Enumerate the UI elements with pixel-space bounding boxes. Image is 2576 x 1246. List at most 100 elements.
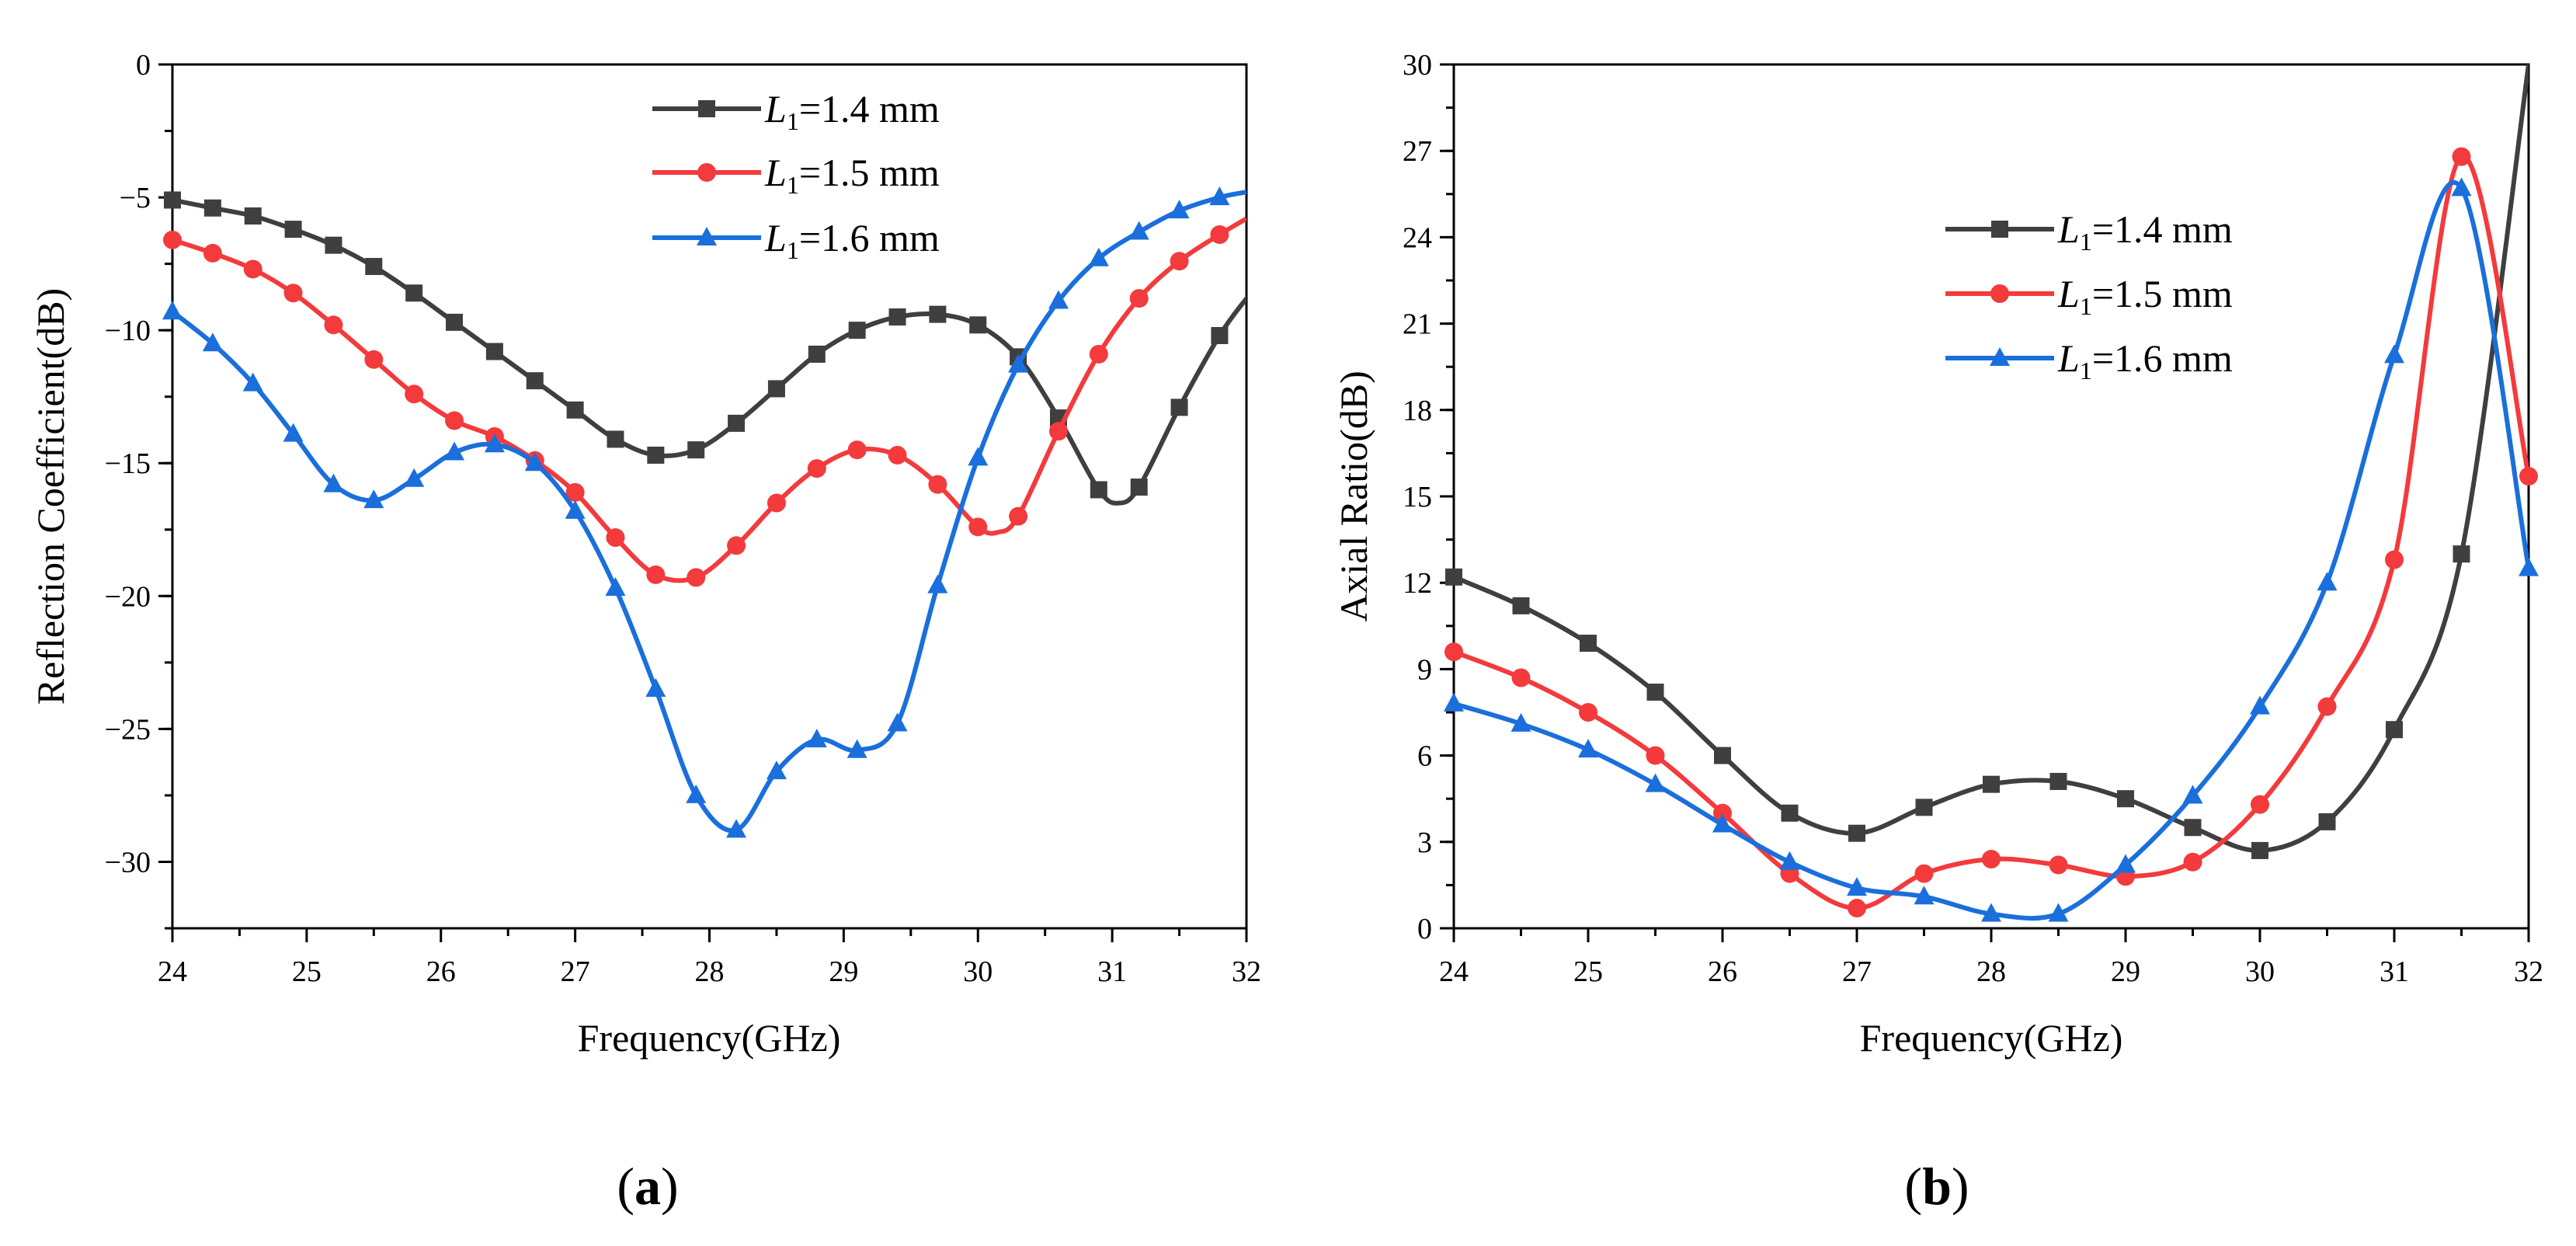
data-point [163, 230, 182, 249]
legend-label: L1=1.4 mm [764, 87, 940, 135]
data-point [1645, 773, 1666, 792]
y-tick-label: 27 [1403, 135, 1432, 168]
data-point [2182, 785, 2203, 804]
y-tick-label: 21 [1403, 308, 1432, 341]
data-point [243, 259, 262, 279]
data-point [1512, 597, 1530, 614]
x-tick-label: 32 [2514, 955, 2543, 988]
data-point [2251, 795, 2269, 814]
y-tick-label: −30 [105, 846, 151, 879]
data-point [242, 372, 263, 392]
x-tick-label: 26 [1708, 955, 1737, 988]
data-point [2451, 177, 2472, 197]
data-point [848, 322, 866, 339]
data-point [727, 536, 746, 555]
y-tick-label: 6 [1417, 740, 1432, 773]
series-circle [163, 216, 1246, 587]
y-tick-label: 0 [1417, 913, 1432, 945]
data-point [728, 414, 746, 432]
legend-marker [698, 100, 715, 117]
y-tick-label: −25 [105, 713, 151, 746]
data-point [1915, 799, 1933, 816]
y-tick-label: 24 [1403, 221, 1432, 254]
x-tick-label: 29 [829, 955, 858, 988]
series-line [1454, 64, 2529, 853]
data-point [1781, 804, 1799, 822]
series-line [172, 190, 1246, 834]
data-point [1579, 703, 1597, 722]
data-point [485, 343, 503, 360]
data-point [968, 447, 989, 466]
x-tick-label: 24 [1439, 955, 1469, 988]
data-point [1089, 344, 1108, 364]
x-tick-label: 30 [963, 955, 993, 988]
y-axis-title: Reflection Coefficient(dB) [29, 288, 72, 705]
legend: L1=1.4 mm L1=1.5 mm L1=1.6 mm [1945, 207, 2233, 385]
data-point [2452, 147, 2471, 166]
data-point [1170, 399, 1188, 416]
plot-frame [1452, 63, 2530, 930]
x-tick-label: 26 [426, 955, 456, 988]
series-triangle [1444, 177, 2539, 922]
data-point [605, 577, 626, 597]
data-point [1713, 803, 1732, 823]
data-point [928, 475, 947, 494]
data-point [1048, 290, 1069, 309]
y-tick-label: −10 [105, 315, 151, 347]
data-point [2519, 557, 2539, 576]
x-tick-label: 29 [2111, 955, 2140, 988]
y-tick-label: −15 [105, 447, 151, 480]
data-point [2184, 819, 2202, 837]
x-tick-label: 31 [1097, 955, 1127, 988]
data-point [202, 332, 223, 352]
data-point [1209, 186, 1230, 206]
y-axis-title: Axial Ratio(dB) [1332, 371, 1375, 622]
data-point [647, 446, 665, 464]
data-point [646, 565, 666, 584]
chart-b: 24 25 26 27 28 29 30 31 32 0 3 6 9 12 15 18 21 24 27 30 Freq… [1332, 49, 2543, 1216]
x-tick-label: 30 [2245, 955, 2275, 988]
data-point [1712, 813, 1733, 833]
x-axis-title: Frequency(GHz) [1860, 1016, 2123, 1060]
data-point [1510, 712, 1531, 732]
data-point [203, 199, 221, 217]
legend-item: L1=1.4 mm [652, 87, 940, 135]
data-point [1779, 851, 1800, 870]
series-line [1454, 179, 2529, 921]
series-triangle [162, 186, 1246, 838]
data-point [484, 433, 505, 453]
data-point [1847, 877, 1867, 896]
data-point [364, 350, 384, 369]
data-point [323, 473, 344, 492]
data-point [1578, 739, 1598, 758]
data-point [1444, 692, 1464, 712]
data-point [2318, 813, 2336, 830]
data-point [1983, 775, 2000, 793]
data-point [244, 207, 262, 225]
legend: L1=1.4 mm L1=1.5 mm L1=1.6 mm [652, 87, 940, 264]
data-point [325, 236, 342, 254]
data-point [162, 301, 183, 320]
data-point [767, 380, 785, 398]
series-circle [1444, 147, 2538, 918]
data-point [969, 316, 987, 334]
data-point [1048, 422, 1068, 441]
data-point [404, 468, 425, 487]
data-point [927, 574, 948, 593]
data-point [1445, 568, 1462, 586]
data-point [806, 729, 827, 748]
legend-label: L1=1.5 mm [764, 151, 940, 199]
data-point [2251, 841, 2268, 859]
y-tick-label: 30 [1403, 49, 1432, 82]
data-point [1444, 642, 1463, 662]
data-point [445, 411, 464, 430]
legend-label: L1=1.4 mm [2057, 207, 2233, 256]
legend-label: L1=1.5 mm [2057, 272, 2233, 320]
data-point [2250, 695, 2270, 715]
data-point [324, 315, 343, 335]
data-point [2384, 344, 2404, 364]
panel-label: (a) [617, 1157, 678, 1216]
data-point [526, 372, 544, 390]
data-point [2115, 854, 2136, 873]
x-tick-label: 25 [292, 955, 322, 988]
